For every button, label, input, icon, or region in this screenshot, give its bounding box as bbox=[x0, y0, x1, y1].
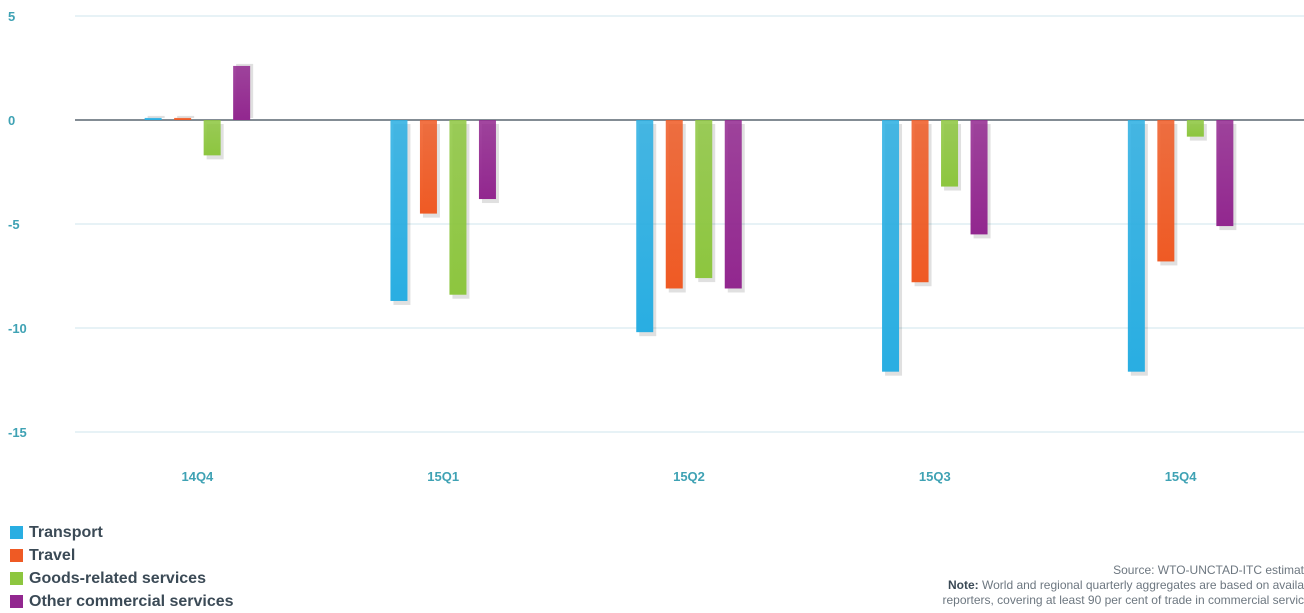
bar-travel bbox=[419, 120, 437, 214]
source-notes: Source: WTO-UNCTAD-ITC estimat Note: Wor… bbox=[744, 563, 1304, 608]
bar-transport bbox=[636, 120, 654, 333]
bar-transport bbox=[882, 120, 900, 372]
bar-shadow-transport bbox=[147, 115, 165, 118]
x-tick-label: 15Q3 bbox=[919, 469, 951, 484]
bar-travel bbox=[174, 117, 192, 120]
x-tick-label: 15Q2 bbox=[673, 469, 705, 484]
bar-chart: 5 0 -5 -10 -15 14Q4 15Q1 15Q2 15Q3 15Q4 bbox=[8, 9, 1304, 484]
legend-item-goods-related: Goods-related services bbox=[10, 567, 234, 590]
legend-item-travel: Travel bbox=[10, 544, 234, 567]
bar-goods-related bbox=[449, 120, 467, 295]
y-tick-label: 0 bbox=[8, 113, 15, 128]
note-label: Note: bbox=[948, 578, 979, 592]
bar-goods-related bbox=[1186, 120, 1204, 137]
bar-transport bbox=[390, 120, 408, 301]
legend-label: Goods-related services bbox=[29, 569, 206, 587]
bars bbox=[144, 63, 1237, 376]
bar-transport bbox=[144, 117, 162, 120]
bar-shadow-travel bbox=[177, 115, 195, 118]
legend-item-other-commercial: Other commercial services bbox=[10, 590, 234, 613]
bar-goods-related bbox=[203, 120, 221, 156]
y-tick-label: -5 bbox=[8, 217, 20, 232]
x-axis-ticks: 14Q4 15Q1 15Q2 15Q3 15Q4 bbox=[181, 469, 1197, 484]
gridlines bbox=[75, 15, 1304, 433]
x-tick-label: 15Q4 bbox=[1165, 469, 1198, 484]
legend-swatch-travel bbox=[10, 549, 23, 562]
bar-other-commercial bbox=[1216, 120, 1234, 227]
note-line-2: reporters, covering at least 90 per cent… bbox=[942, 593, 1304, 607]
legend-item-transport: Transport bbox=[10, 521, 234, 544]
legend-label: Travel bbox=[29, 546, 76, 564]
bar-transport bbox=[1127, 120, 1145, 372]
bar-other-commercial bbox=[233, 65, 251, 120]
source-line: Source: WTO-UNCTAD-ITC estimat bbox=[1113, 563, 1304, 577]
x-tick-label: 14Q4 bbox=[181, 469, 214, 484]
bar-goods-related bbox=[695, 120, 713, 279]
bar-goods-related bbox=[941, 120, 959, 187]
legend-swatch-other-commercial bbox=[10, 595, 23, 608]
y-axis-ticks: 5 0 -5 -10 -15 bbox=[8, 9, 27, 440]
bar-other-commercial bbox=[478, 120, 496, 200]
legend-label: Other commercial services bbox=[29, 592, 234, 610]
legend-label: Transport bbox=[29, 523, 103, 541]
y-tick-label: 5 bbox=[8, 9, 15, 24]
bar-travel bbox=[911, 120, 929, 283]
bar-other-commercial bbox=[970, 120, 988, 235]
bar-travel bbox=[665, 120, 683, 289]
legend-swatch-goods-related bbox=[10, 572, 23, 585]
y-tick-label: -15 bbox=[8, 425, 27, 440]
x-tick-label: 15Q1 bbox=[427, 469, 459, 484]
bar-other-commercial bbox=[724, 120, 742, 289]
note-text: World and regional quarterly aggregates … bbox=[978, 578, 1304, 592]
note-line: Note: World and regional quarterly aggre… bbox=[744, 578, 1304, 593]
y-tick-label: -10 bbox=[8, 321, 27, 336]
legend: Transport Travel Goods-related services … bbox=[10, 521, 234, 613]
bar-travel bbox=[1157, 120, 1175, 262]
legend-swatch-transport bbox=[10, 526, 23, 539]
